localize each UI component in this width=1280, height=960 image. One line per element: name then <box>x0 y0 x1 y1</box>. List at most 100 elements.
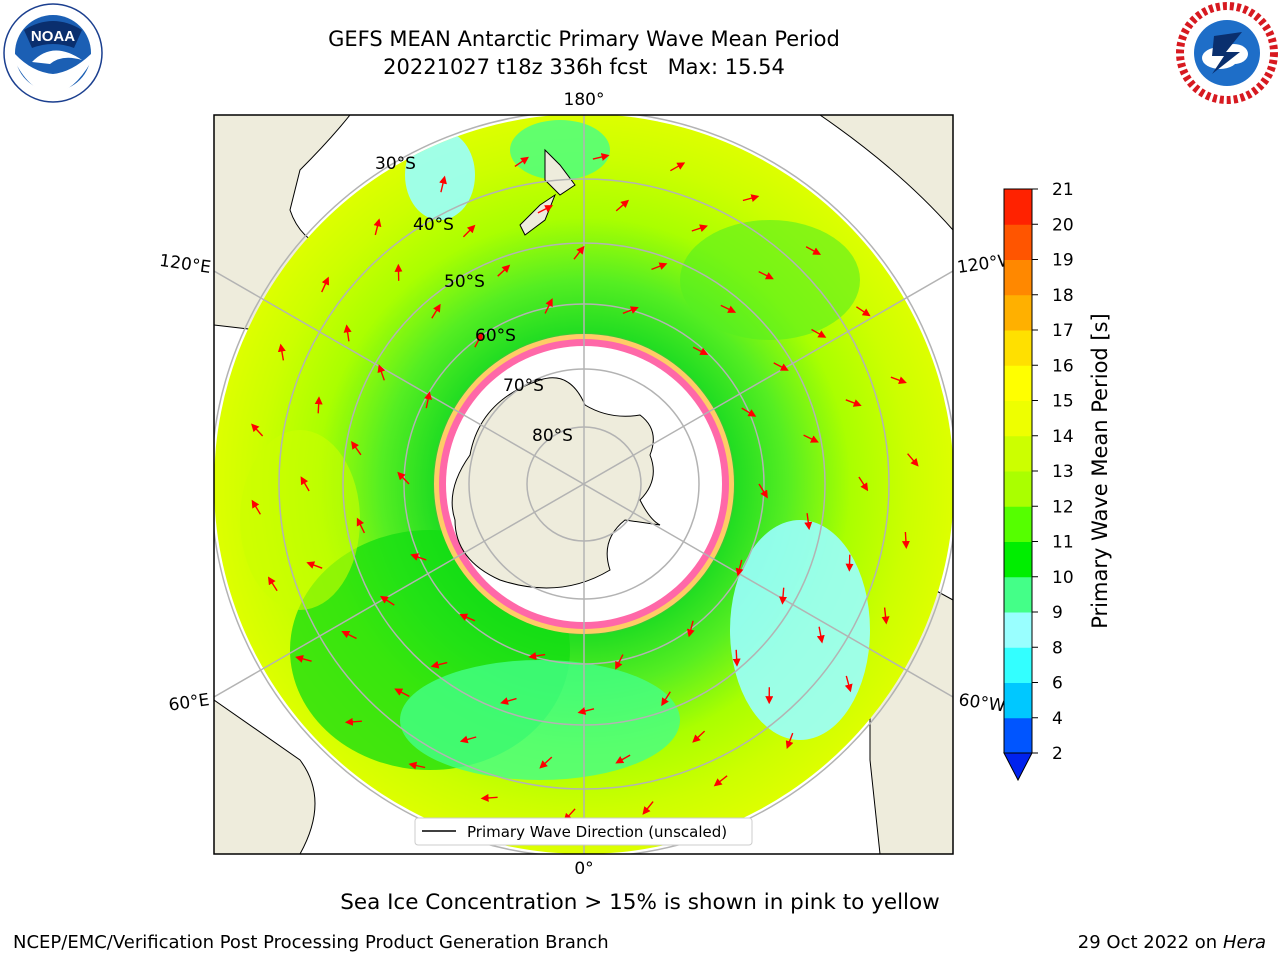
lat-label: 40°S <box>413 215 454 235</box>
new-zealand-land <box>544 148 576 196</box>
wave-field-patch <box>680 220 860 340</box>
noaa-logo: NOAA <box>3 3 103 103</box>
wave-direction-arrow <box>500 697 517 705</box>
lat-label: 80°S <box>532 426 573 446</box>
colorbar-tick-label: 10 <box>1052 568 1074 588</box>
colorbar-tick-label: 6 <box>1052 674 1063 694</box>
wave-direction-arrow <box>356 517 366 534</box>
wave-direction-arrow <box>474 332 483 348</box>
wave-direction-arrow <box>343 324 352 342</box>
colorbar-tick-label: 17 <box>1052 321 1074 341</box>
colorbar-segment <box>1004 506 1032 542</box>
wave-field-patch <box>730 520 870 740</box>
wave-direction-arrow <box>651 262 668 271</box>
new-zealand-land <box>519 193 557 236</box>
wave-direction-arrow <box>295 655 312 663</box>
wave-direction-arrow <box>459 735 477 744</box>
colorbar-tick-label: 16 <box>1052 356 1074 376</box>
wave-direction-arrow <box>661 691 671 707</box>
colorbar-tick-label: 13 <box>1052 462 1074 482</box>
wave-direction-arrow <box>300 476 310 492</box>
wave-direction-arrow <box>267 576 278 592</box>
wave-direction-arrow <box>497 264 511 277</box>
wave-direction-arrow <box>277 343 286 361</box>
wave-direction-arrow <box>539 756 553 769</box>
wave-direction-arrow <box>397 471 410 485</box>
wave-direction-arrow <box>858 476 869 492</box>
colorbar-segment <box>1004 294 1032 331</box>
wave-direction-arrow <box>844 675 853 693</box>
lat-label: 60°S <box>475 326 516 346</box>
colorbar-label: Primary Wave Mean Period [s] <box>1088 313 1112 629</box>
wave-direction-arrow <box>459 613 476 622</box>
wave-direction-arrow <box>394 688 410 698</box>
wave-direction-arrow <box>424 391 433 409</box>
wave-direction-arrow <box>514 156 529 167</box>
vector-legend: Primary Wave Direction (unscaled) <box>414 817 753 846</box>
colorbar-segment <box>1004 435 1032 472</box>
colorbar-tick-label: 2 <box>1052 744 1063 764</box>
wave-direction-arrow <box>577 707 595 715</box>
colorbar-segment <box>1004 259 1032 296</box>
wave-direction-arrow <box>528 651 546 660</box>
colorbar-segment <box>1004 576 1032 613</box>
lon-label-120e: 120°E <box>158 251 212 278</box>
colorbar-tick-label: 9 <box>1052 603 1063 623</box>
colorbar-segment <box>1004 224 1032 260</box>
colorbar-segment <box>1004 330 1032 366</box>
lon-label-0: 0° <box>574 859 593 879</box>
wave-direction-arrow <box>615 754 631 764</box>
wave-direction-arrow <box>811 328 827 338</box>
wave-direction-arrow <box>692 346 709 355</box>
wave-direction-arrow <box>462 224 476 238</box>
wave-direction-arrow <box>379 595 395 606</box>
wave-direction-arrow <box>692 730 706 743</box>
wave-direction-arrow <box>881 607 890 625</box>
colorbar-tick-label: 4 <box>1052 709 1063 729</box>
wave-direction-arrow <box>573 245 585 260</box>
wave-direction-arrow <box>306 561 323 569</box>
wave-direction-arrow <box>563 808 576 822</box>
lat-label: 70°S <box>503 376 544 396</box>
wave-direction-arrow <box>804 513 813 531</box>
wave-direction-arrow <box>907 453 919 467</box>
wave-direction-arrow <box>592 153 610 161</box>
wave-direction-arrow <box>856 306 871 317</box>
wave-direction-arrow <box>351 440 362 456</box>
wave-direction-arrow <box>845 399 862 407</box>
colorbar-extend-min <box>1003 752 1033 782</box>
colorbar: 2 4 6 8 9 10 11 12 13 14 15 16 17 18 19 20 21 Primary Wa… <box>1003 180 1112 782</box>
footer-branch: NCEP/EMC/Verification Post Processing Pr… <box>13 932 609 953</box>
wave-field-patch <box>405 130 475 220</box>
wave-direction-arrow <box>805 246 822 255</box>
meridian <box>214 270 953 698</box>
wave-direction-vectors <box>251 153 919 822</box>
legend-label: Primary Wave Direction (unscaled) <box>467 823 727 841</box>
colorbar-segment <box>1004 717 1032 754</box>
graticule <box>214 115 953 854</box>
wave-direction-arrow <box>816 626 825 644</box>
wave-direction-arrow <box>686 620 695 638</box>
map-title: GEFS MEAN Antarctic Primary Wave Mean Pe… <box>328 27 840 51</box>
colorbar-tick-label: 15 <box>1052 392 1074 412</box>
wave-direction-arrow <box>803 434 819 443</box>
lat-label: 30°S <box>375 154 416 174</box>
colorbar-tick-label: 12 <box>1052 497 1074 517</box>
wave-direction-arrow <box>344 717 362 726</box>
colorbar-tick-label: 14 <box>1052 427 1074 447</box>
wave-direction-arrow <box>615 654 624 670</box>
map-subtitle: 20221027 t18z 336h fcst Max: 15.54 <box>383 55 785 79</box>
wave-direction-arrow <box>758 270 774 280</box>
wave-direction-arrow <box>615 199 630 212</box>
colorbar-segment <box>1004 400 1032 437</box>
colorbar-tick-label: 18 <box>1052 286 1074 306</box>
wave-direction-arrow <box>642 801 654 815</box>
wave-direction-arrow <box>732 649 741 667</box>
wave-direction-arrow <box>670 162 686 172</box>
wave-direction-arrow <box>742 194 760 202</box>
wave-direction-arrow <box>785 732 794 750</box>
legend-box <box>414 817 753 846</box>
wave-direction-arrow <box>901 531 910 549</box>
colorbar-segment <box>1004 471 1032 507</box>
